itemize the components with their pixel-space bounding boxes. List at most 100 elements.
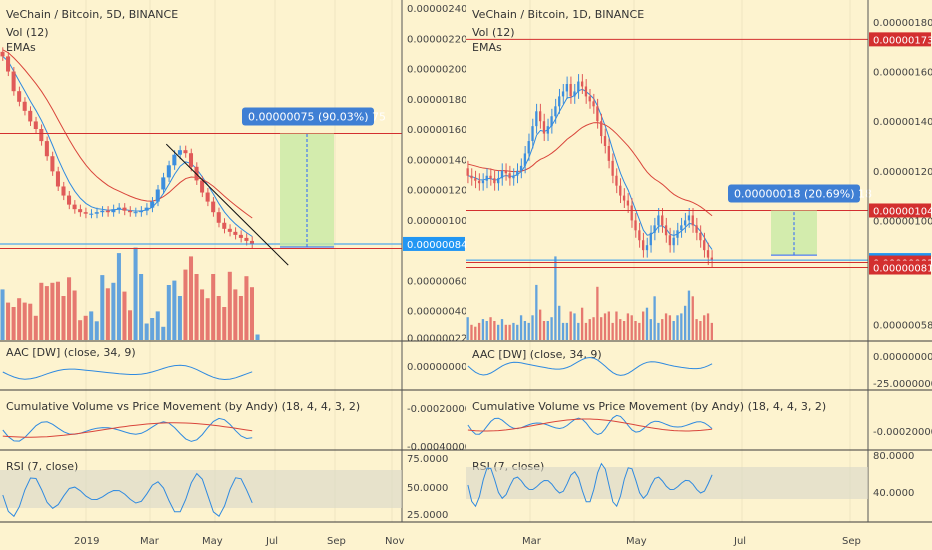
left-chart-5d[interactable]: 0.00000075 (90.03%) 75 0.00000240 0.000002… <box>0 0 466 550</box>
volume-bar <box>139 274 144 340</box>
panel-label: Cumulative Volume vs Price Movement (by … <box>6 400 360 413</box>
x-tick: Sep <box>842 536 861 547</box>
candle <box>105 210 110 213</box>
price-tick: 0.00000120 <box>873 167 932 178</box>
volume-bar <box>155 311 160 340</box>
candle <box>183 150 188 154</box>
volume-bar <box>531 315 534 340</box>
oscillator-signal-line <box>2 422 253 438</box>
volume-bar <box>565 322 569 340</box>
candle <box>676 230 679 238</box>
volume-bar <box>116 253 121 340</box>
price-tick: 0.00000022 <box>407 334 466 345</box>
volume-bar <box>222 307 227 340</box>
ema-fast-line <box>2 56 253 237</box>
candle <box>653 225 656 233</box>
candle <box>100 210 105 213</box>
candle <box>155 189 160 202</box>
candle <box>695 225 698 233</box>
price-tick: 0.00000200 <box>407 65 466 76</box>
candle <box>561 91 565 97</box>
panel-label: Cumulative Volume vs Price Movement (by … <box>472 400 826 413</box>
volume-bar <box>489 317 492 340</box>
candle <box>577 81 580 92</box>
candle <box>116 207 121 210</box>
volume-bar <box>94 321 99 340</box>
volume-bar <box>516 324 519 340</box>
volume-bar <box>481 319 485 340</box>
candle <box>172 154 177 166</box>
candle <box>128 210 133 213</box>
volume-bar <box>504 324 507 340</box>
candle <box>244 237 249 241</box>
candle <box>710 257 713 261</box>
panel-tick: -0.00020000 <box>873 427 932 438</box>
volume-bar <box>622 321 626 340</box>
candle <box>573 91 576 97</box>
volume-bar <box>72 290 77 340</box>
candle <box>238 234 243 238</box>
price-tick: 0.00000180 <box>407 95 466 106</box>
volume-bar <box>83 315 88 340</box>
right-chart-1d[interactable]: 0.00000018 (20.69%) 18 0.00000180 0.000001… <box>466 0 932 550</box>
volume-bar <box>573 313 576 340</box>
volume-bar <box>546 321 549 340</box>
candle <box>222 222 227 229</box>
price-tick: 0.00000100 <box>873 216 932 227</box>
candle <box>580 81 584 87</box>
candle <box>227 228 232 232</box>
candle <box>619 185 622 196</box>
volume-bar <box>542 321 546 340</box>
candle <box>17 91 22 102</box>
volume-bar <box>630 315 633 340</box>
volume-bar <box>485 321 488 340</box>
volume-bar <box>661 319 664 340</box>
volume-bar <box>493 321 496 340</box>
price-label: 0.00000173 <box>873 35 932 46</box>
price-tick: 0.00000160 <box>873 68 932 79</box>
volume-bar <box>128 310 133 340</box>
volume-bar <box>512 322 515 340</box>
volume-bar <box>626 313 630 340</box>
panel-tick: 50.0000 <box>407 483 448 494</box>
x-tick: 2019 <box>74 536 99 547</box>
panel-tick: 80.0000 <box>873 451 914 462</box>
volume-bar <box>638 322 641 340</box>
candle <box>28 110 33 122</box>
volume-bar <box>645 307 649 340</box>
volume-bar <box>188 256 194 340</box>
candle <box>111 209 116 213</box>
price-tick: 0.00000120 <box>407 186 466 197</box>
candle <box>519 165 523 171</box>
volume-bar <box>600 317 603 340</box>
volume-bar <box>687 290 691 340</box>
volume-bar <box>554 256 557 340</box>
candle <box>558 96 561 107</box>
volume-bar <box>150 318 155 340</box>
volume-bar <box>634 321 637 340</box>
candle <box>133 212 138 214</box>
price-label: 0.00000084 <box>407 240 466 251</box>
oscillator-line <box>2 472 253 518</box>
volume-bar <box>172 280 177 340</box>
chart-background <box>466 0 932 550</box>
candle <box>161 177 166 190</box>
volume-bar <box>699 321 702 340</box>
candle <box>687 215 691 221</box>
volume-bar <box>177 296 182 340</box>
candle <box>664 225 668 236</box>
rsi-band <box>0 470 402 508</box>
volume-bar <box>653 296 656 340</box>
candle <box>89 213 94 215</box>
volume-bar <box>466 317 469 340</box>
candle <box>489 175 492 179</box>
volume-bar <box>691 296 694 340</box>
x-tick: Nov <box>385 536 405 547</box>
volume-bar <box>538 309 542 340</box>
candle <box>466 168 469 176</box>
price-tick: 0.00000180 <box>873 18 932 29</box>
volume-bar <box>657 322 660 340</box>
candle <box>683 220 687 226</box>
candle <box>542 121 546 134</box>
